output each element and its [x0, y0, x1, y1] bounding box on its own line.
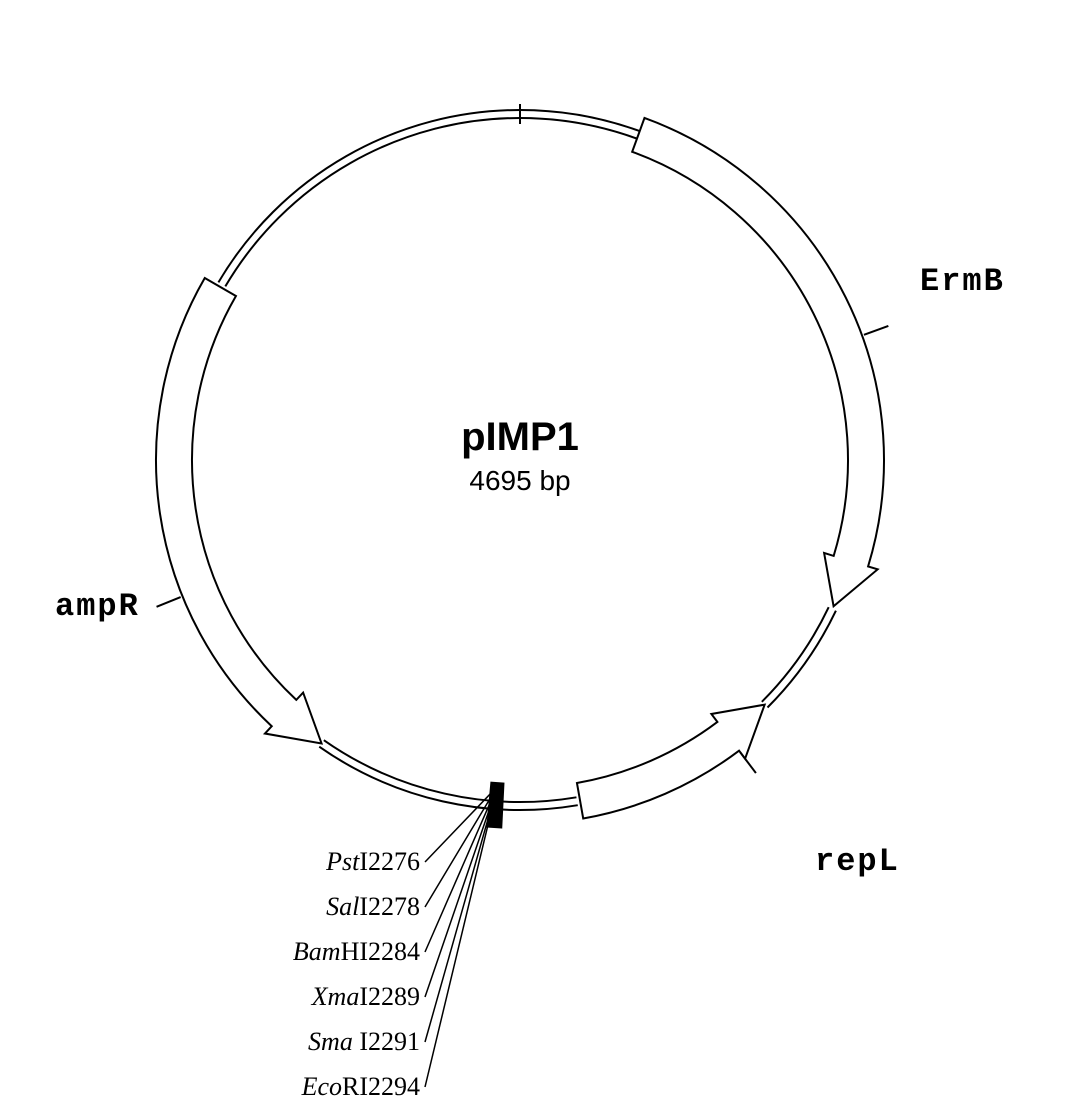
plasmid-backbone — [324, 740, 577, 802]
plasmid-name: pIMP1 — [461, 415, 579, 459]
feature-tick-ampr — [157, 597, 181, 607]
site-label-sal: SalI2278 — [326, 892, 420, 921]
site-leader-bam — [425, 787, 497, 952]
site-label-eco: EcoRI2294 — [301, 1072, 420, 1101]
site-leader-xma — [425, 787, 497, 997]
feature-label-ampr: ampR — [55, 588, 140, 625]
feature-arrow-repl — [577, 705, 765, 819]
plasmid-backbone — [319, 747, 578, 810]
site-label-sma: Sma I2291 — [308, 1027, 420, 1056]
plasmid-backbone — [520, 110, 640, 131]
plasmid-backbone — [520, 118, 637, 139]
plasmid-size: 4695 bp — [469, 465, 570, 496]
plasmid-backbone — [762, 607, 829, 702]
site-label-pst: PstI2276 — [325, 847, 420, 876]
site-leader-eco — [425, 787, 497, 1087]
plasmid-backbone — [218, 110, 520, 282]
feature-arrow-ermb — [632, 118, 884, 606]
feature-tick-repl — [740, 752, 756, 773]
feature-tick-ermb — [864, 326, 888, 335]
feature-arrow-ampr — [156, 278, 322, 743]
site-label-xma: XmaI2289 — [311, 982, 420, 1011]
feature-label-repl: repL — [815, 843, 900, 880]
plasmid-backbone — [767, 611, 835, 708]
feature-label-ermb: ErmB — [920, 263, 1005, 300]
site-label-bam: BamHI2284 — [293, 937, 420, 966]
